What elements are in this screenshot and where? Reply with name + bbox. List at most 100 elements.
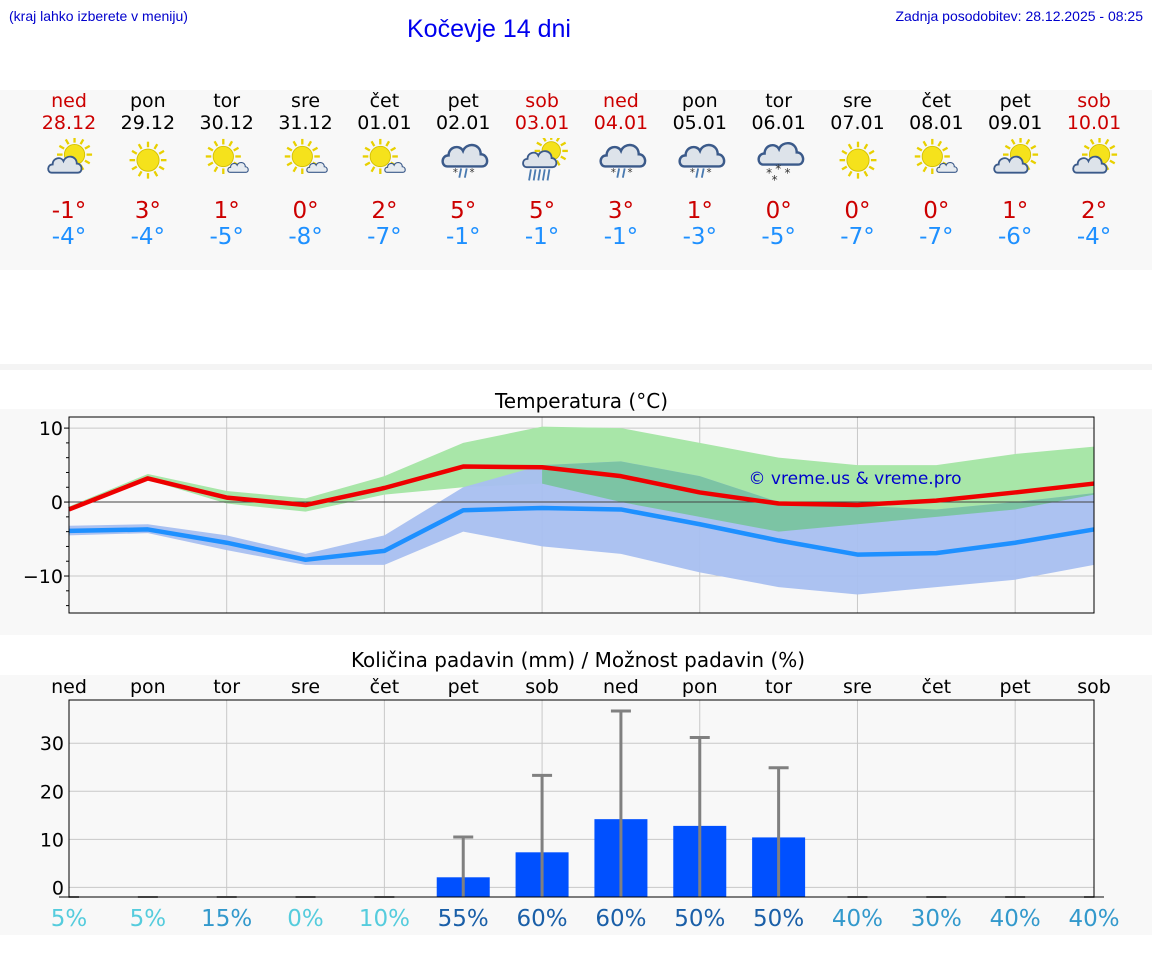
- temp-min: -7°: [367, 224, 402, 250]
- day-column: čet 08.01 0° -7°: [897, 90, 975, 250]
- sun-small-cloud-icon: [915, 138, 959, 174]
- temp-max: 1°: [1002, 198, 1029, 224]
- day-date: 31.12: [278, 112, 333, 134]
- precip-chance-label: 0%: [287, 906, 324, 932]
- svg-text:*: *: [627, 168, 632, 179]
- day-column: pon 05.01 * * 1° -3°: [661, 90, 739, 250]
- day-column: ned 04.01 * * 3° -1°: [582, 90, 660, 250]
- svg-text:*: *: [771, 173, 777, 186]
- sun-rain-icon: [522, 138, 568, 181]
- partly-cloudy-icon: [1072, 138, 1118, 174]
- day-name: pet: [447, 90, 479, 112]
- temp-max: 0°: [923, 198, 950, 224]
- day-column: sre 07.01 0° -7°: [819, 90, 897, 250]
- temp-min: -5°: [761, 224, 796, 250]
- precip-day-label: čet: [370, 676, 400, 698]
- partly-cloudy-icon: [47, 138, 93, 174]
- precip-day-label: ned: [51, 676, 87, 698]
- min-temp-line: [68, 505, 1095, 562]
- precip-day-label: pet: [1000, 676, 1031, 698]
- precip-plot-frame: [68, 699, 1095, 898]
- day-column: sre 31.12 0° -8°: [267, 90, 345, 250]
- precip-day-label: sre: [291, 676, 320, 698]
- temp-min: -6°: [997, 224, 1033, 250]
- precip-day-label: sob: [1077, 676, 1111, 698]
- svg-text:*: *: [453, 168, 458, 179]
- temp-min: -7°: [840, 224, 875, 250]
- temp-max: 1°: [686, 198, 713, 224]
- precip-day-label: pon: [130, 676, 166, 698]
- min-temp-range-band: [69, 461, 1094, 595]
- day-name: ned: [603, 90, 639, 112]
- day-date: 28.12: [41, 112, 97, 134]
- temp-max: 3°: [607, 198, 634, 224]
- sunny-icon: [839, 141, 876, 179]
- max-temp-line: [68, 464, 1095, 512]
- precip-chance-label: 5%: [51, 906, 88, 932]
- day-date: 04.01: [593, 112, 649, 134]
- temp-plot-frame: [68, 416, 1095, 614]
- svg-text:*: *: [690, 168, 695, 179]
- day-name: tor: [213, 90, 241, 112]
- day-date: 01.01: [357, 112, 412, 134]
- precip-chance-label: 40%: [990, 906, 1041, 932]
- day-name: pet: [999, 90, 1031, 112]
- day-column: ned 28.12 -1° -4°: [30, 90, 108, 250]
- day-name: pon: [681, 90, 718, 112]
- day-column: pet 02.01 * * 5° -1°: [424, 90, 502, 250]
- precip-ytick-label: 0: [52, 877, 64, 899]
- temp-ytick-label: 0: [51, 492, 63, 514]
- precip-day-label: tor: [213, 676, 240, 698]
- temp-min: -4°: [130, 224, 166, 250]
- day-name: sre: [843, 90, 872, 112]
- cloud-sleet-icon: * *: [678, 143, 726, 179]
- day-name: sre: [291, 90, 321, 112]
- temp-min: -1°: [603, 224, 639, 250]
- precip-ytick-label: 30: [40, 733, 64, 755]
- location-hint: (kraj lahko izberete v meniju): [9, 8, 188, 24]
- precip-ytick-label: 20: [40, 781, 64, 803]
- precip-chance-label: 40%: [832, 906, 883, 932]
- temp-max: 3°: [134, 198, 161, 224]
- day-column: čet 01.01 2° -7°: [345, 90, 423, 250]
- temp-max: 1°: [213, 198, 240, 224]
- day-column: tor 06.01 * * * * 0° -5°: [740, 90, 818, 250]
- precip-chance-label: 50%: [753, 906, 804, 932]
- day-column: tor 30.12 1° -5°: [188, 90, 266, 250]
- precip-chance-label: 60%: [517, 906, 568, 932]
- day-date: 07.01: [830, 112, 885, 134]
- page-title: Kočevje 14 dni: [406, 15, 571, 43]
- temp-max: 5°: [450, 198, 477, 224]
- temp-min: -1°: [524, 224, 560, 250]
- sun-small-cloud-icon: [205, 138, 249, 174]
- day-name: čet: [921, 90, 952, 112]
- day-date: 06.01: [751, 112, 806, 134]
- day-column: pet 09.01 1° -6°: [976, 90, 1054, 250]
- divider: [0, 364, 1152, 370]
- precip-chance-label: 10%: [359, 906, 410, 932]
- day-name: ned: [51, 90, 87, 112]
- precip-day-label: pet: [448, 676, 479, 698]
- temp-min: -4°: [1076, 224, 1112, 250]
- day-date: 10.01: [1066, 112, 1122, 134]
- sunny-icon: [129, 141, 167, 179]
- day-date: 30.12: [199, 112, 254, 134]
- precip-day-label: čet: [922, 676, 952, 698]
- precip-chance-label: 50%: [674, 906, 725, 932]
- svg-text:*: *: [611, 168, 616, 179]
- cloud-snow-icon: * * * *: [757, 142, 804, 186]
- precip-chart-title: Količina padavin (mm) / Možnost padavin …: [351, 648, 805, 672]
- day-name: tor: [765, 90, 793, 112]
- day-name: čet: [369, 90, 400, 112]
- overlap-range-band: [542, 461, 1094, 532]
- temp-min: -3°: [682, 224, 718, 250]
- day-date: 08.01: [909, 112, 964, 134]
- sun-small-cloud-icon: [284, 138, 328, 174]
- temp-max: 5°: [529, 198, 556, 224]
- svg-text:*: *: [470, 168, 475, 179]
- daily-forecast-panel: ned 28.12 -1° -4° pon 29.12 3° -4° tor 30.12 1° -…: [0, 90, 1152, 270]
- temp-max: 0°: [292, 198, 319, 224]
- precip-chance-label: 60%: [595, 906, 646, 932]
- temp-min: -4°: [51, 224, 87, 250]
